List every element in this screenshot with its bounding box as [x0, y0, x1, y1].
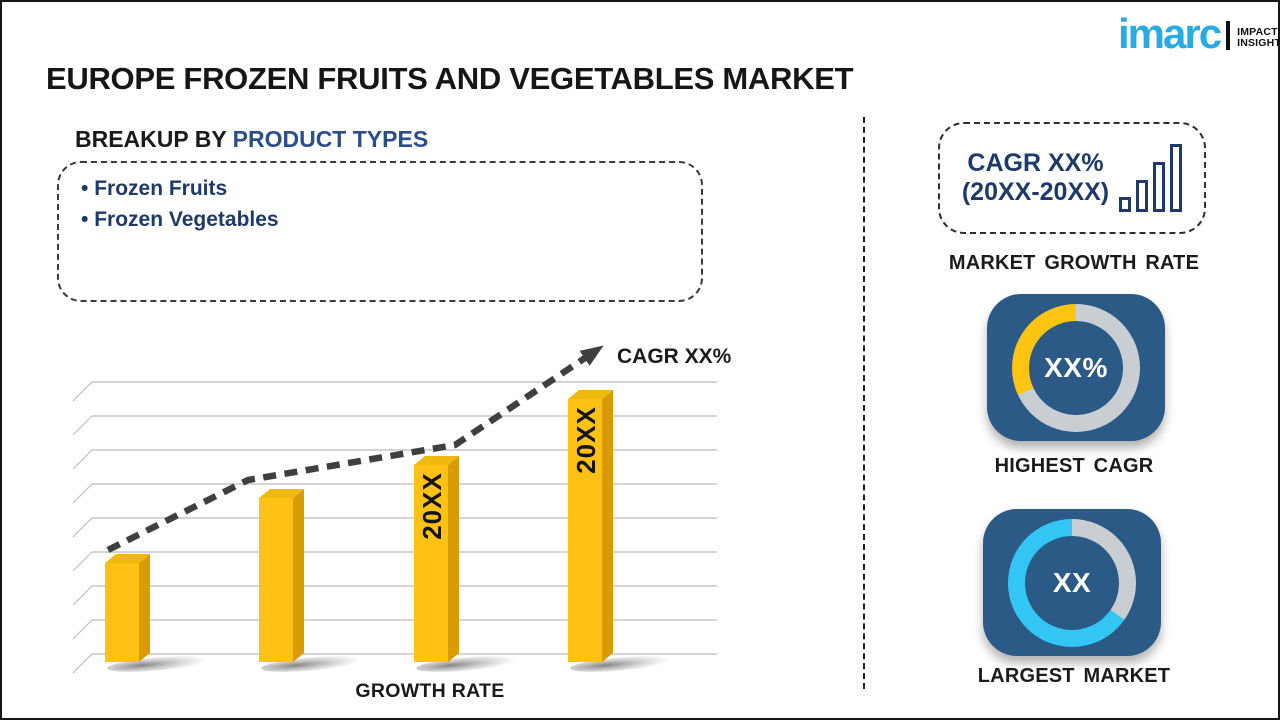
product-types-box: Frozen Fruits Frozen Vegetables [57, 161, 703, 302]
market-growth-rate-caption: MARKET GROWTH RATE [948, 252, 1200, 274]
bar-side-face [602, 390, 613, 662]
breakup-heading-highlight: PRODUCT TYPES [232, 126, 429, 152]
chart-gridlines [72, 381, 717, 674]
bar-value-label: 20XX [571, 406, 601, 474]
bar-shadow [416, 656, 516, 672]
bar-side-face [293, 489, 304, 662]
bar-side-face [448, 456, 459, 662]
chart-bars: 20XX 20XX [105, 390, 670, 672]
trend-annotation: CAGR XX% [617, 345, 732, 368]
bar-shadow [570, 656, 670, 672]
breakup-heading: BREAKUP BY PRODUCT TYPES [75, 126, 428, 153]
cagr-line2: (20XX-20XX) [961, 178, 1110, 206]
bar-top-face [259, 489, 304, 498]
imarc-logo: imarc IMPACTFUL INSIGHTS [1118, 10, 1280, 57]
bar-shadow [261, 656, 361, 672]
bar-side-face [139, 554, 150, 662]
bar-front-face [105, 563, 139, 662]
logo-tagline-top: IMPACTFUL [1237, 25, 1280, 38]
page-title: EUROPE FROZEN FRUITS AND VEGETABLES MARK… [46, 61, 854, 96]
list-item: Frozen Vegetables [81, 204, 701, 235]
bar-front-face [568, 399, 602, 662]
x-axis-label: GROWTH RATE [355, 680, 504, 702]
logo-divider [1226, 21, 1231, 50]
growth-rate-bar-chart: 20XX 20XX CAGR XX% GROWTH RATE [72, 345, 732, 702]
logo-tagline: IMPACTFUL INSIGHTS [1237, 25, 1280, 51]
market-growth-rate-box: CAGR XX% (20XX-20XX) [938, 122, 1206, 234]
section-divider [863, 117, 865, 689]
bar-top-face [105, 554, 150, 563]
largest-market-donut: XX [1008, 518, 1136, 647]
bar-top-face [568, 390, 613, 399]
trend-arrow [106, 345, 604, 553]
cagr-value-text: CAGR XX% (20XX-20XX) [962, 149, 1109, 208]
bar-front-face [414, 465, 448, 662]
imarc-wordmark: imarc [1118, 10, 1222, 57]
highest-cagr-value: XX% [1029, 320, 1123, 415]
bar-shadow [107, 656, 207, 672]
bar-front-face [259, 498, 293, 662]
bar-value-label: 20XX [417, 472, 447, 540]
highest-cagr-tile: XX% [987, 294, 1165, 441]
cagr-line1: CAGR XX% [967, 148, 1104, 177]
largest-market-caption: LARGEST MARKET [977, 665, 1171, 687]
logo-tagline-bottom: INSIGHTS [1237, 37, 1280, 50]
highest-cagr-donut: XX% [1012, 303, 1140, 432]
growth-bars-icon [1119, 144, 1183, 212]
highest-cagr-caption: HIGHEST CAGR [994, 455, 1154, 477]
product-types-list: Frozen Fruits Frozen Vegetables [59, 173, 701, 235]
largest-market-tile: XX [983, 509, 1161, 656]
list-item: Frozen Fruits [81, 173, 701, 204]
largest-market-value: XX [1025, 535, 1119, 630]
breakup-heading-prefix: BREAKUP BY [75, 126, 227, 152]
bar-top-face [414, 456, 459, 465]
